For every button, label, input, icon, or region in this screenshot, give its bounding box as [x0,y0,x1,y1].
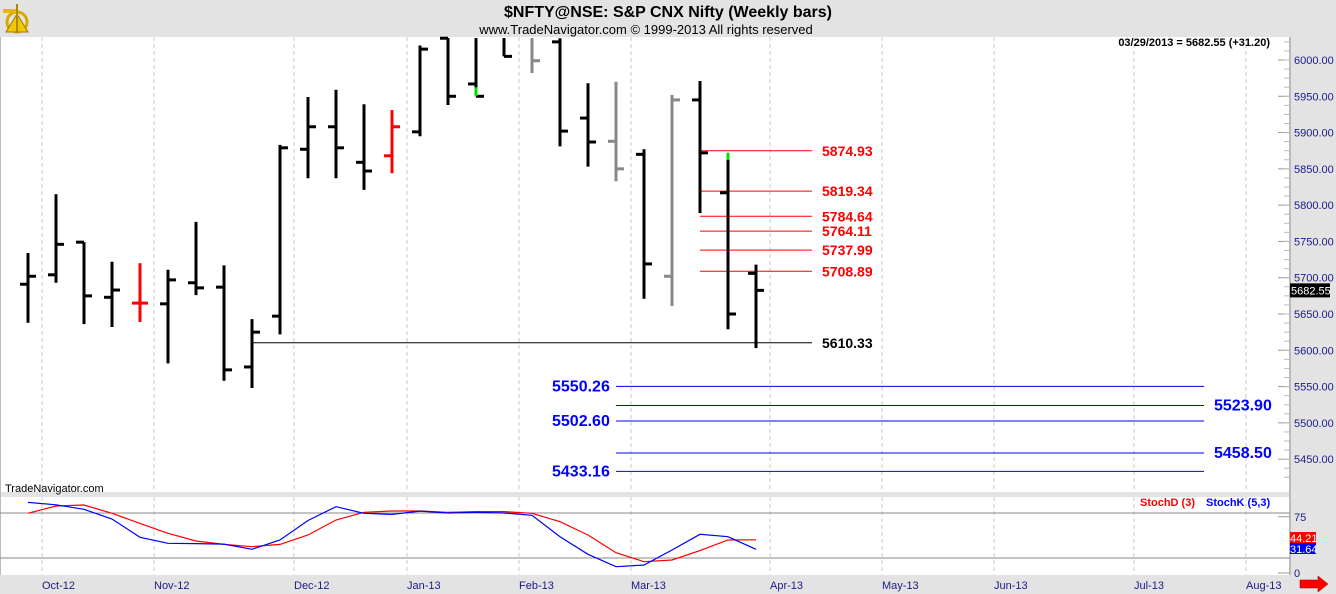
y-tick-label: 5700.00 [1294,273,1334,285]
x-tick-label: Feb-13 [519,580,554,592]
y-tick-label: 5600.00 [1294,345,1334,357]
x-tick-label: Aug-13 [1246,580,1281,592]
watermark: TradeNavigator.com [5,483,104,495]
y-tick-label: 6000.00 [1294,55,1334,67]
last-quote: 03/29/2013 = 5682.55 (+31.20) [1118,37,1270,49]
y-tick-label: 5550.00 [1294,382,1334,394]
x-tick-label: Nov-12 [154,580,189,592]
stoch-value-box [1290,543,1316,554]
x-tick-label: Jul-13 [1134,580,1164,592]
last-price-box [1290,283,1330,298]
stoch-value-label: 44.21 [1290,533,1318,545]
last-price-label: 5682.55 [1291,285,1331,297]
legend-stochk: StochK (5,3) [1206,497,1271,509]
level-label: 5764.11 [822,223,872,239]
level-label: 5433.16 [552,463,610,480]
y-tick-label: 5750.00 [1294,236,1334,248]
y-tick-label: 5850.00 [1294,164,1334,176]
level-label: 5874.93 [822,143,873,159]
level-label: 5550.26 [552,378,610,395]
level-label: 5708.89 [822,263,873,279]
stoch-line-k [27,501,757,568]
x-tick-label: Jun-13 [994,580,1028,592]
stoch-line-d [27,504,757,563]
y-tick-label: 5450.00 [1294,454,1334,466]
x-tick-label: Oct-12 [42,580,75,592]
legend-stochd: StochD (3) [1140,497,1195,509]
x-tick-label: Dec-12 [294,580,329,592]
sextant-logo-icon [3,4,29,34]
level-label: 5610.33 [822,335,873,351]
level-label: 5523.90 [1214,398,1272,415]
x-tick-label: Jan-13 [407,580,441,592]
x-tick-label: May-13 [882,580,919,592]
chart-title: $NFTY@NSE: S&P CNX Nifty (Weekly bars) [504,4,832,21]
stoch-panel [0,497,1290,575]
stoch-y-tick-label: 0 [1294,568,1300,580]
stoch-value-box [1290,532,1316,543]
y-tick-label: 5650.00 [1294,309,1334,321]
y-tick-label: 5800.00 [1294,200,1334,212]
stoch-y-tick-label: 75 [1294,512,1306,524]
y-tick-label: 5500.00 [1294,418,1334,430]
level-label: 5737.99 [822,242,873,258]
copyright-subtitle: www.TradeNavigator.com © 1999-2013 All r… [478,22,813,37]
y-tick-label: 5900.00 [1294,128,1334,140]
level-label: 5502.60 [552,413,610,430]
level-label: 5784.64 [822,208,873,224]
red-arrow-right-icon[interactable] [1299,575,1329,593]
level-label: 5819.34 [822,183,873,199]
level-label: 5458.50 [1214,445,1272,462]
x-tick-label: Mar-13 [631,580,666,592]
stoch-value-label: 31.64 [1290,544,1318,556]
y-tick-label: 5950.00 [1294,91,1334,103]
x-tick-label: Apr-13 [770,580,803,592]
